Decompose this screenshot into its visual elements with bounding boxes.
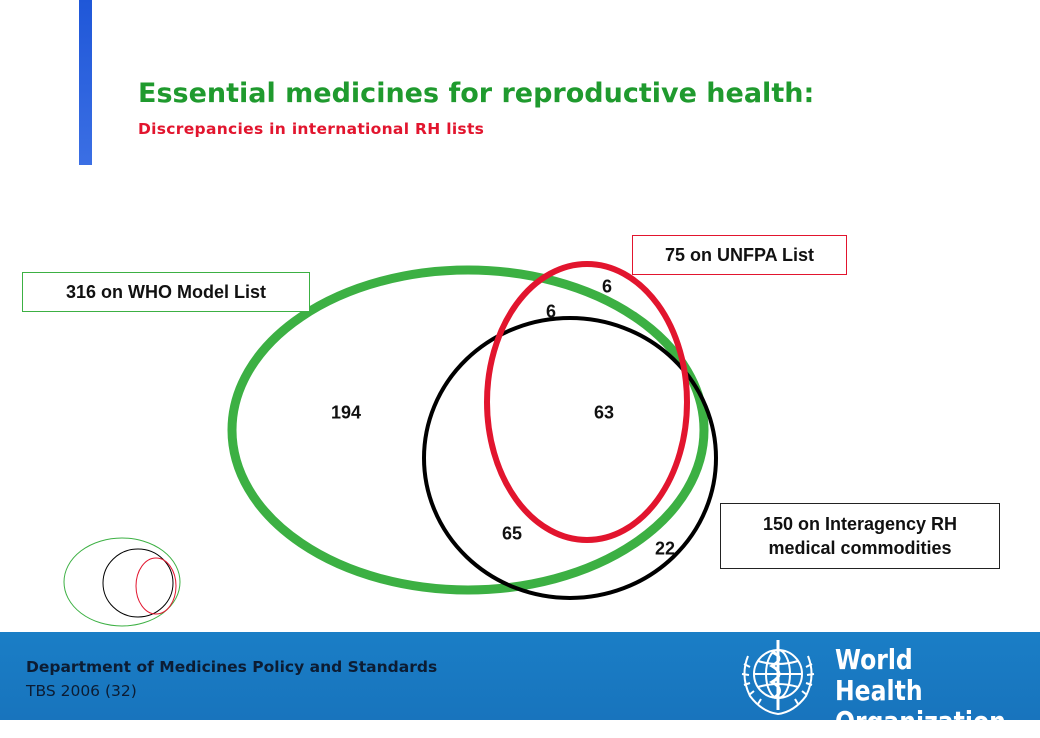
interagency-label-line2: medical commodities [768, 538, 952, 558]
slide-title: Essential medicines for reproductive hea… [138, 78, 815, 109]
slide-subtitle: Discrepancies in international RH lists [138, 120, 485, 138]
organization-name-line2: Organization [835, 705, 1006, 738]
slide-reference: TBS 2006 (32) [26, 682, 137, 700]
who-emblem-icon [741, 640, 815, 716]
mini-who-circle [63, 537, 181, 627]
count-unfpa-only: 6 [601, 276, 613, 297]
interagency-list-circle [422, 316, 718, 600]
count-who-interagency-only: 65 [501, 523, 523, 544]
mini-interagency-circle [102, 548, 174, 618]
footer-bar: Department of Medicines Policy and Stand… [0, 632, 1040, 737]
count-all-three: 63 [593, 402, 615, 423]
unfpa-list-circle [484, 261, 690, 543]
who-list-circle [227, 265, 709, 595]
mini-unfpa-circle [135, 557, 177, 615]
who-list-label: 316 on WHO Model List [22, 272, 310, 312]
unfpa-list-label: 75 on UNFPA List [632, 235, 847, 275]
interagency-label-line1: 150 on Interagency RH [762, 513, 958, 534]
organization-name-line1: World Health [835, 643, 923, 707]
count-who-unfpa-only: 6 [545, 301, 557, 322]
venn-diagram [63, 261, 718, 627]
department-name: Department of Medicines Policy and Stand… [26, 658, 438, 676]
count-who-only: 194 [330, 402, 362, 423]
count-interagency-only: 22 [654, 538, 676, 559]
organization-name: World Health Organization [835, 644, 1007, 737]
interagency-list-label: 150 on Interagency RH medical commoditie… [720, 503, 1000, 569]
accent-bar [79, 0, 92, 165]
mini-venn-thumbnail [63, 537, 181, 627]
